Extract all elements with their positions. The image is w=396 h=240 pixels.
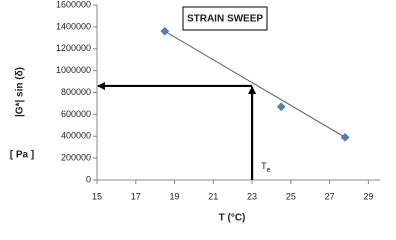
y-tick-label: 1400000 xyxy=(56,21,91,31)
te-main: T xyxy=(261,161,267,171)
y-tick-label: 0 xyxy=(86,174,91,184)
point xyxy=(340,132,350,142)
trendline xyxy=(164,30,346,138)
x-tick-label: 23 xyxy=(247,191,257,201)
x-tick-label: 21 xyxy=(208,191,218,201)
y-tick-label: 1600000 xyxy=(56,0,91,9)
x-tick-label: 15 xyxy=(92,191,102,201)
x-tick-label: 27 xyxy=(325,191,335,201)
y-tick-label: 800000 xyxy=(61,87,91,97)
y-tick-label: 600000 xyxy=(61,109,91,119)
point xyxy=(160,26,170,36)
y-axis-label: |G*| sin (δ) xyxy=(15,67,26,117)
chart: STRAIN SWEEP |G*| sin (δ) [ Pa ] T (°C) … xyxy=(10,0,380,224)
x-tick-label: 19 xyxy=(170,191,180,201)
point xyxy=(276,102,286,112)
chart-title: STRAIN SWEEP xyxy=(187,14,263,25)
y-tick-label: 200000 xyxy=(61,153,91,163)
y-tick-label: 400000 xyxy=(61,131,91,141)
title-box xyxy=(182,6,268,31)
y-unit: [ Pa ] xyxy=(10,150,34,161)
x-tick-label: 29 xyxy=(363,191,373,201)
x-axis-label: T (°C) xyxy=(219,213,246,224)
x-tick-label: 25 xyxy=(286,191,296,201)
x-tick-label: 17 xyxy=(131,191,141,201)
te-label: Te xyxy=(261,161,271,173)
te-sub: e xyxy=(267,167,271,174)
y-tick-label: 1000000 xyxy=(56,65,91,75)
y-tick-label: 1200000 xyxy=(56,43,91,53)
